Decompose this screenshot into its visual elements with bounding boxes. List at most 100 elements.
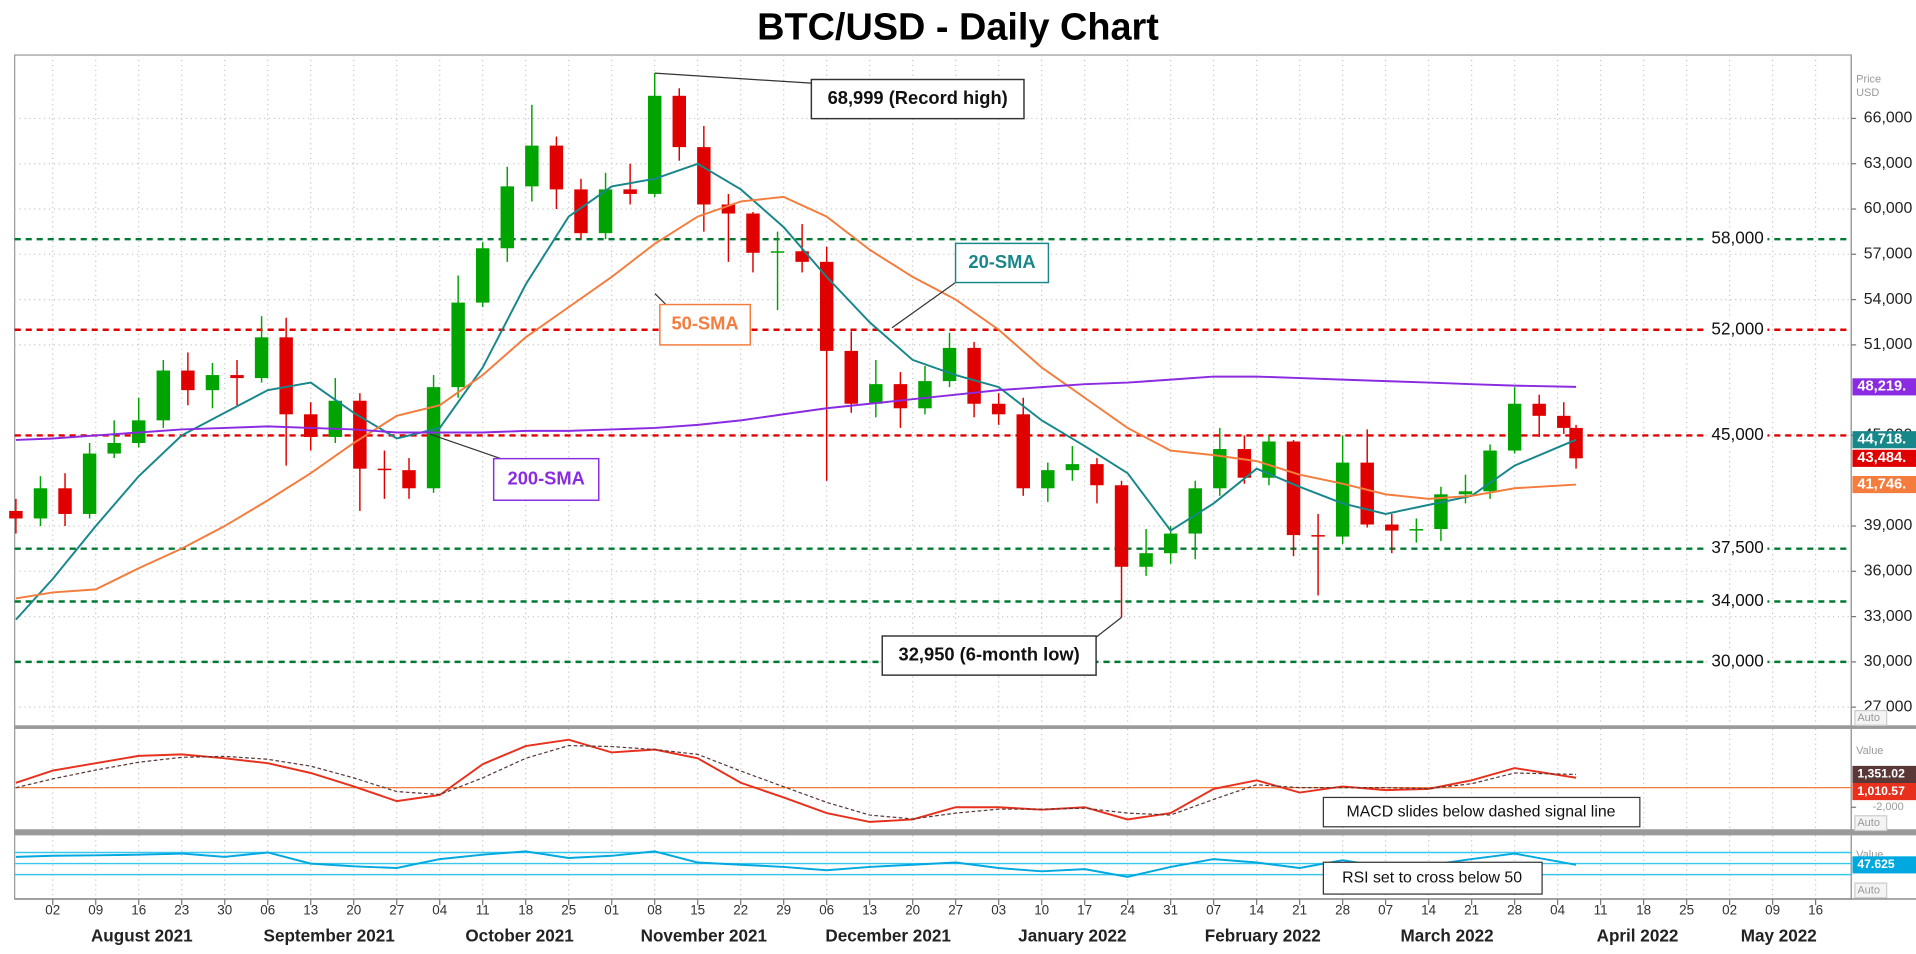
series-line: [15, 738, 1577, 823]
candle-body: [1569, 427, 1583, 459]
candle-body: [230, 375, 244, 379]
month-label: January 2022: [1018, 926, 1126, 945]
month-label: March 2022: [1400, 926, 1493, 945]
candle-body: [451, 302, 465, 388]
annotation-box: [881, 635, 1097, 676]
candle-body: [1360, 462, 1374, 525]
auto-label: Auto: [1857, 712, 1880, 724]
candle-body: [107, 442, 121, 454]
candle-body: [1385, 524, 1399, 531]
candle-body: [746, 213, 760, 253]
candle-body: [1114, 485, 1129, 567]
candle-body: [598, 189, 613, 234]
candle-body: [672, 95, 686, 148]
candle-body: [1532, 403, 1546, 416]
x-tick-label: 20: [905, 903, 920, 918]
level-label: 45,000: [1711, 425, 1763, 444]
y-tick-label: 51,000: [1864, 336, 1913, 353]
candle-body: [819, 261, 834, 351]
annotation: RSI set to cross below 50: [1342, 869, 1522, 886]
level-label-bg: [1707, 424, 1768, 447]
level-label-bg: [1707, 650, 1768, 673]
level-label-bg: [1707, 318, 1768, 341]
candle-body: [377, 468, 392, 471]
level-label-bg: [1707, 228, 1768, 251]
candle-body: [721, 204, 736, 214]
x-tick-label: 27: [389, 903, 404, 918]
last-value-tag: [1852, 431, 1916, 449]
month-label: October 2021: [465, 926, 574, 945]
level-label: 58,000: [1711, 229, 1763, 248]
annotation: 20-SMA: [968, 251, 1035, 272]
axis-label: Value: [1856, 745, 1883, 757]
candle-body: [1041, 470, 1055, 489]
annotation-box: [1322, 861, 1543, 895]
annotation: 200-SMA: [508, 467, 585, 488]
candle-body: [1139, 553, 1153, 567]
candle-body: [1409, 529, 1424, 531]
annotation: MACD slides below dashed signal line: [1346, 803, 1615, 820]
candle-body: [156, 370, 171, 421]
x-tick-label: 18: [518, 903, 533, 918]
last-value-label: 44,718.: [1857, 432, 1906, 448]
x-tick-label: 06: [260, 903, 275, 918]
x-tick-label: 14: [1421, 903, 1436, 918]
x-tick-label: 04: [1550, 903, 1565, 918]
x-tick-label: 28: [1335, 903, 1350, 918]
x-tick-label: 09: [1765, 903, 1780, 918]
candle-body: [1163, 533, 1178, 554]
y-tick-label: 60,000: [1864, 200, 1913, 217]
x-tick-label: 13: [862, 903, 877, 918]
candle-body: [1507, 403, 1522, 451]
x-tick-label: 21: [1292, 903, 1307, 918]
candle-body: [918, 381, 932, 409]
x-tick-label: 25: [1679, 903, 1694, 918]
candle-body: [1311, 535, 1325, 537]
month-label: May 2022: [1741, 926, 1817, 945]
x-tick-label: 21: [1464, 903, 1479, 918]
y-tick-label: 36,000: [1864, 563, 1913, 580]
candle-body: [1090, 464, 1104, 486]
leader-line: [429, 433, 502, 460]
x-tick-label: 06: [819, 903, 834, 918]
candle-body: [1286, 441, 1301, 536]
x-tick-label: 20: [346, 903, 361, 918]
candle-body: [353, 400, 367, 469]
candle-body: [1557, 415, 1571, 428]
last-value-tag: [1852, 476, 1916, 494]
last-value-label: 43,484.: [1857, 450, 1906, 466]
chart-title: BTC/USD - Daily Chart: [757, 6, 1159, 48]
candle-body: [1213, 449, 1227, 489]
candle-body: [869, 384, 883, 404]
last-value-tag: [1852, 765, 1916, 784]
annotation: 68,999 (Record high): [828, 87, 1008, 108]
annotation: 32,950 (6-month low): [899, 643, 1080, 664]
candle-body: [475, 248, 490, 303]
last-value-tag: [1852, 856, 1916, 874]
x-tick-label: 03: [991, 903, 1006, 918]
x-tick-label: 10: [1034, 903, 1049, 918]
level-label: 52,000: [1711, 319, 1763, 338]
y-tick-label: 57,000: [1864, 245, 1913, 262]
x-tick-label: 17: [1077, 903, 1092, 918]
x-tick-label: 11: [1594, 903, 1608, 918]
auto-box: [1854, 815, 1888, 832]
candle-body: [500, 186, 515, 249]
series-line: [15, 850, 1577, 878]
candle-body: [402, 470, 416, 489]
series-line: [15, 195, 1577, 600]
candle-body: [58, 488, 72, 514]
annotation-box: [492, 457, 600, 501]
leader-line: [654, 72, 812, 84]
x-tick-label: 28: [1507, 903, 1522, 918]
candle-body: [181, 370, 195, 391]
candle-body: [254, 337, 269, 379]
axis-label: Price: [1856, 73, 1881, 85]
labels: 02 09 16 23 30 06 13 20 27 04 11 18 25 01 08 15 22 29 06 13…: [45, 72, 1916, 945]
x-tick-label: 13: [303, 903, 318, 918]
candle-body: [1262, 441, 1276, 478]
candle-body: [205, 375, 220, 391]
auto-label: Auto: [1857, 884, 1880, 896]
x-tick-label: 31: [1163, 903, 1178, 918]
